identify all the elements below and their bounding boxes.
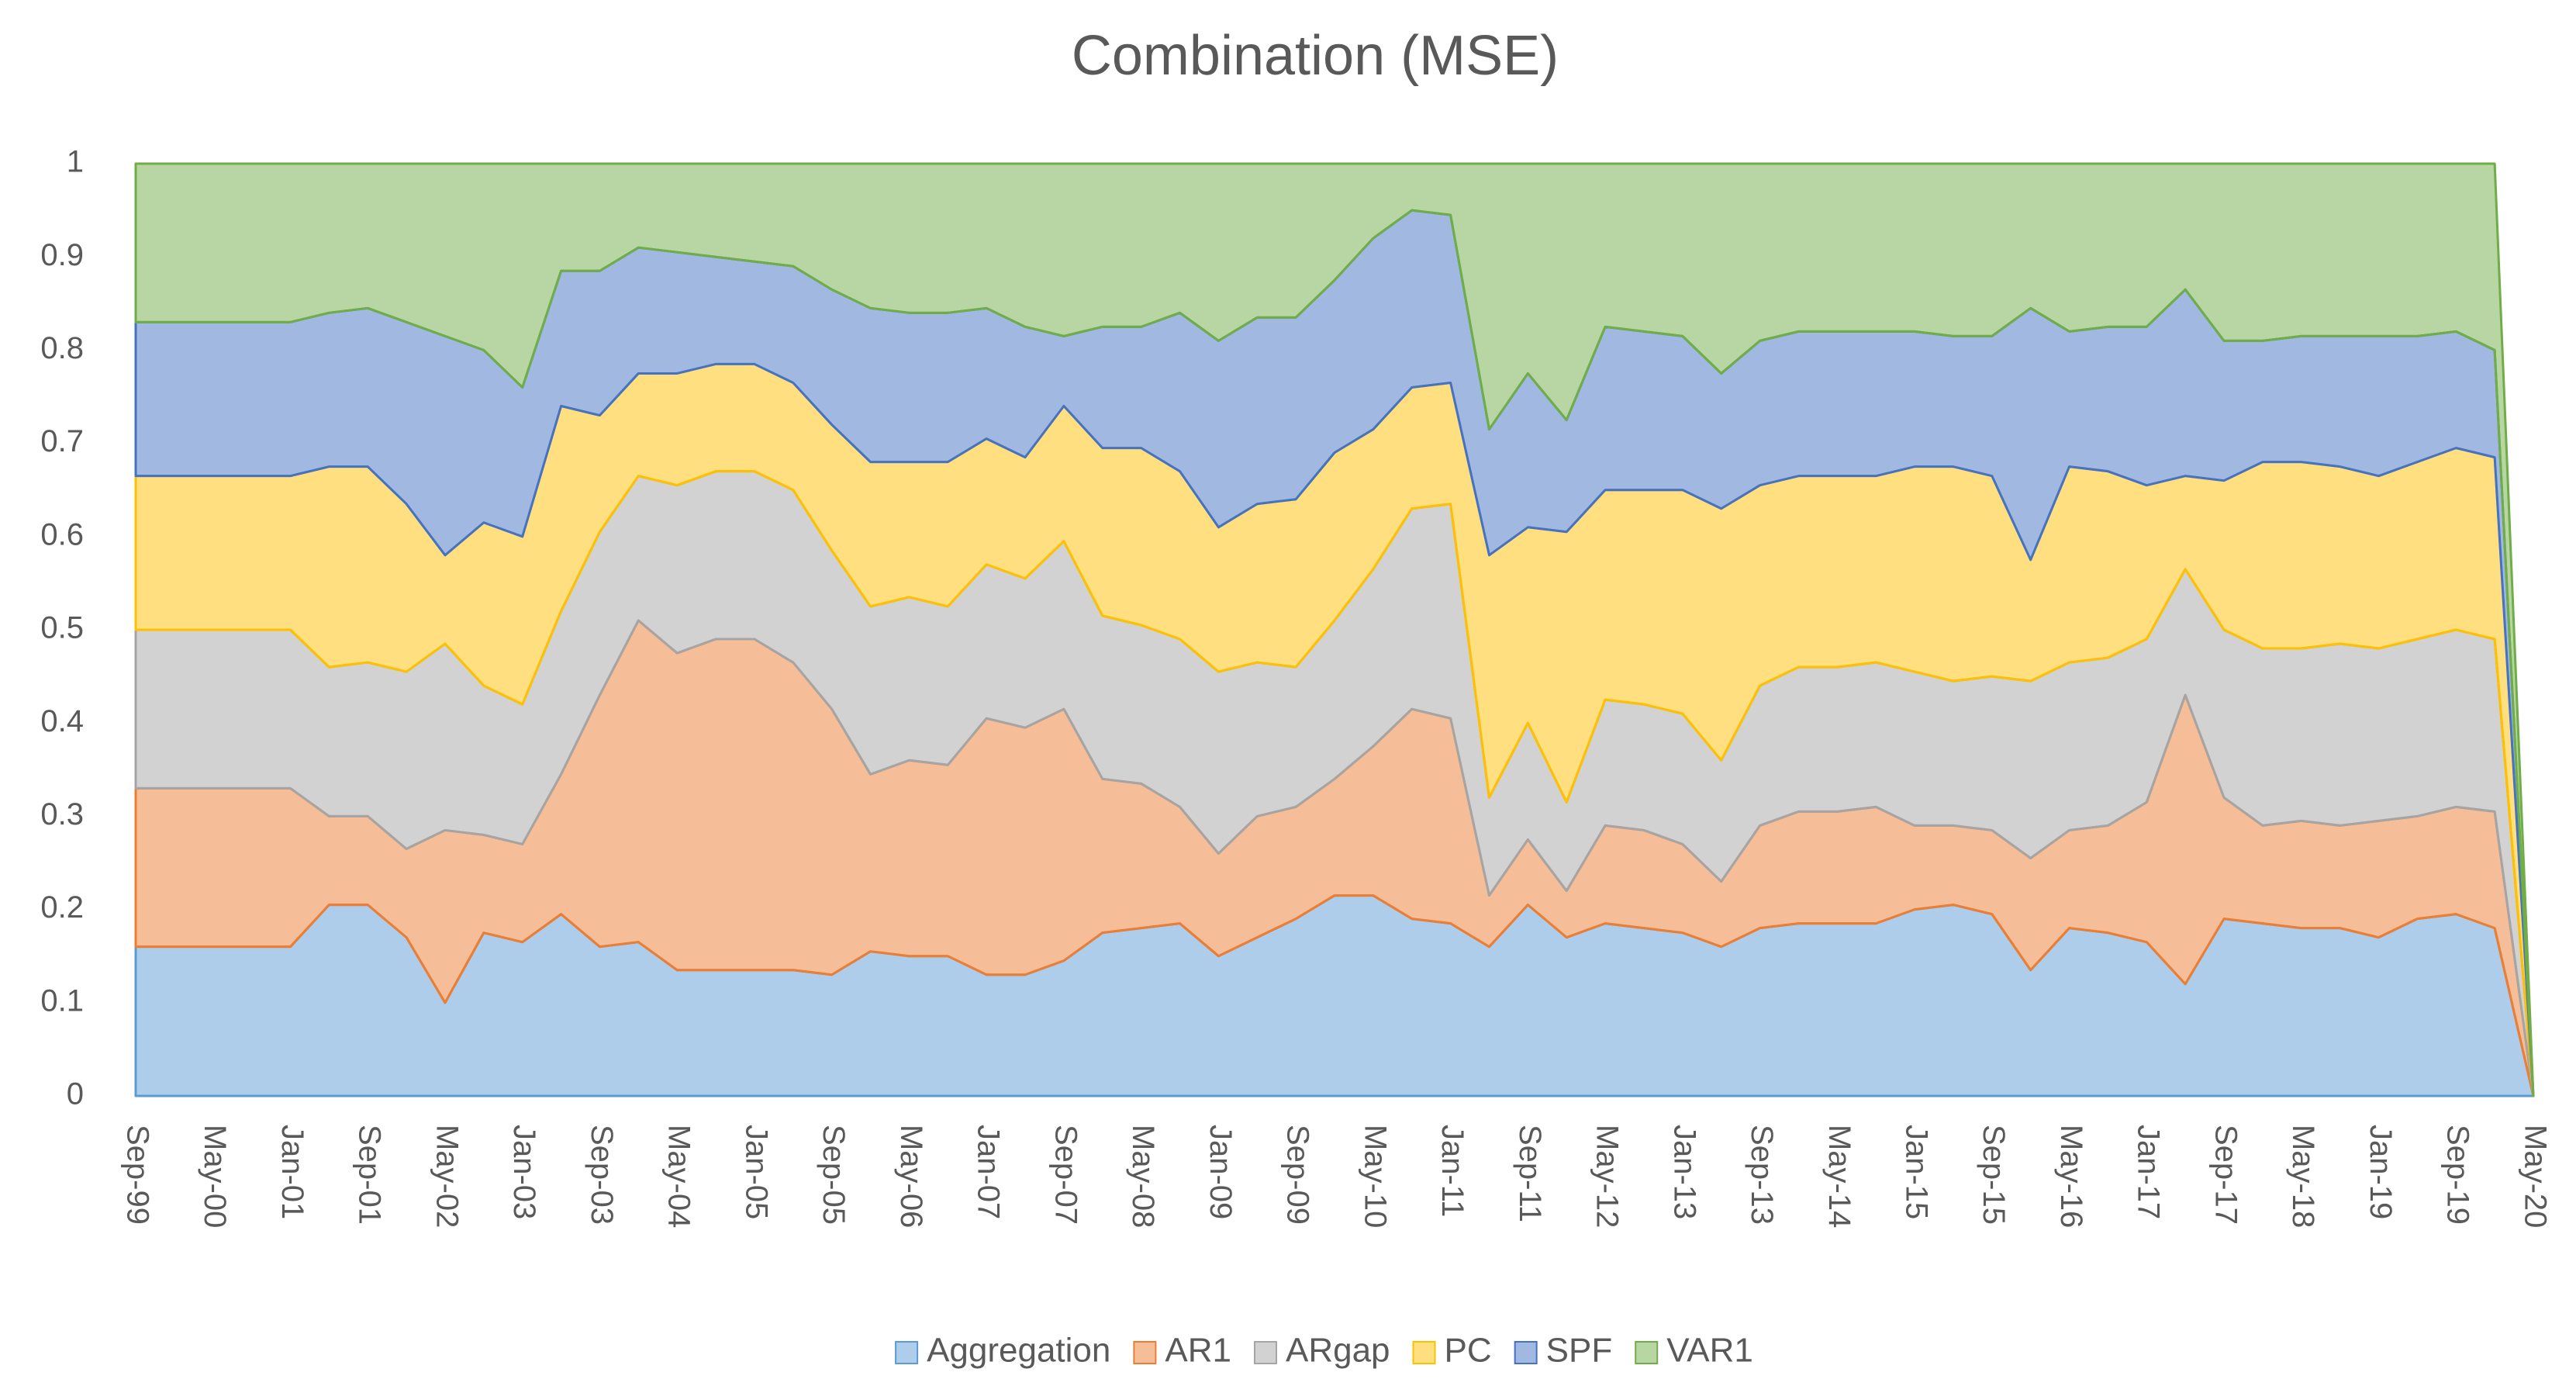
x-tick-label: Jan-03 — [507, 1125, 541, 1219]
x-tick-label: Jan-05 — [739, 1125, 773, 1219]
chart-title: Combination (MSE) — [1072, 25, 1559, 87]
x-tick-label: Sep-19 — [2441, 1125, 2475, 1225]
x-tick-label: May-08 — [1126, 1125, 1160, 1228]
x-tick-label: May-04 — [662, 1125, 696, 1228]
x-tick-label: Sep-03 — [585, 1125, 619, 1225]
y-tick-label: 1 — [67, 145, 84, 179]
x-tick-label: Jan-15 — [1900, 1125, 1934, 1219]
legend-label: ARgap — [1286, 1332, 1390, 1370]
legend-label: AR1 — [1165, 1332, 1231, 1370]
legend-label: PC — [1445, 1332, 1492, 1370]
area — [134, 162, 2535, 1097]
legend-swatch — [1412, 1341, 1436, 1364]
y-tick-label: 0.1 — [40, 983, 84, 1018]
x-tick-label: Jan-01 — [275, 1125, 309, 1219]
x-tick-label: Jan-09 — [1203, 1125, 1238, 1219]
legend-swatch — [1133, 1341, 1157, 1364]
x-tick-label: Jan-19 — [2364, 1125, 2398, 1219]
y-tick-label: 0.2 — [40, 890, 84, 925]
legend-swatch — [1635, 1341, 1659, 1364]
x-tick-label: May-16 — [2054, 1125, 2088, 1228]
y-tick-label: 0.3 — [40, 797, 84, 831]
x-tick-label: May-12 — [1590, 1125, 1625, 1228]
x-tick-label: May-06 — [894, 1125, 928, 1228]
legend-swatch — [895, 1341, 919, 1364]
x-tick-label: Sep-05 — [817, 1125, 851, 1225]
x-tick-label: May-14 — [1822, 1125, 1856, 1228]
y-tick-label: 0.5 — [40, 611, 84, 645]
x-tick-label: May-02 — [430, 1125, 464, 1228]
x-tick-label: May-18 — [2286, 1125, 2320, 1228]
y-tick-label: 0 — [67, 1077, 84, 1111]
legend-label: Aggregation — [927, 1332, 1110, 1370]
x-tick-label: Sep-09 — [1281, 1125, 1315, 1225]
x-tick-label: Sep-99 — [120, 1125, 154, 1225]
x-tick-label: Sep-15 — [1977, 1125, 2011, 1225]
x-tick-label: May-00 — [198, 1125, 232, 1228]
x-tick-label: May-10 — [1358, 1125, 1392, 1228]
y-tick-label: 0.4 — [40, 704, 84, 738]
x-tick-label: Sep-01 — [353, 1125, 387, 1225]
x-tick-label: Jan-07 — [972, 1125, 1006, 1219]
x-tick-label: Jan-17 — [2132, 1125, 2166, 1219]
legend-swatch — [1253, 1341, 1277, 1364]
y-tick-label: 0.9 — [40, 238, 84, 272]
x-tick-label: Sep-11 — [1513, 1125, 1547, 1222]
legend-label: VAR1 — [1666, 1332, 1753, 1370]
legend: Aggregation AR1 ARgap PC SPF VAR1 — [895, 1332, 1753, 1370]
x-tick-label: Sep-07 — [1048, 1125, 1083, 1225]
y-tick-label: 0.6 — [40, 517, 84, 551]
x-tick-label: Jan-13 — [1667, 1125, 1701, 1219]
x-tick-label: May-20 — [2518, 1125, 2552, 1228]
x-tick-label: Sep-17 — [2208, 1125, 2243, 1225]
x-tick-label: Sep-13 — [1745, 1125, 1779, 1225]
y-tick-label: 0.8 — [40, 331, 84, 365]
legend-label: SPF — [1546, 1332, 1613, 1370]
x-tick-label: Jan-11 — [1435, 1125, 1469, 1217]
y-tick-label: 0.7 — [40, 424, 84, 458]
legend-swatch — [1514, 1341, 1538, 1364]
